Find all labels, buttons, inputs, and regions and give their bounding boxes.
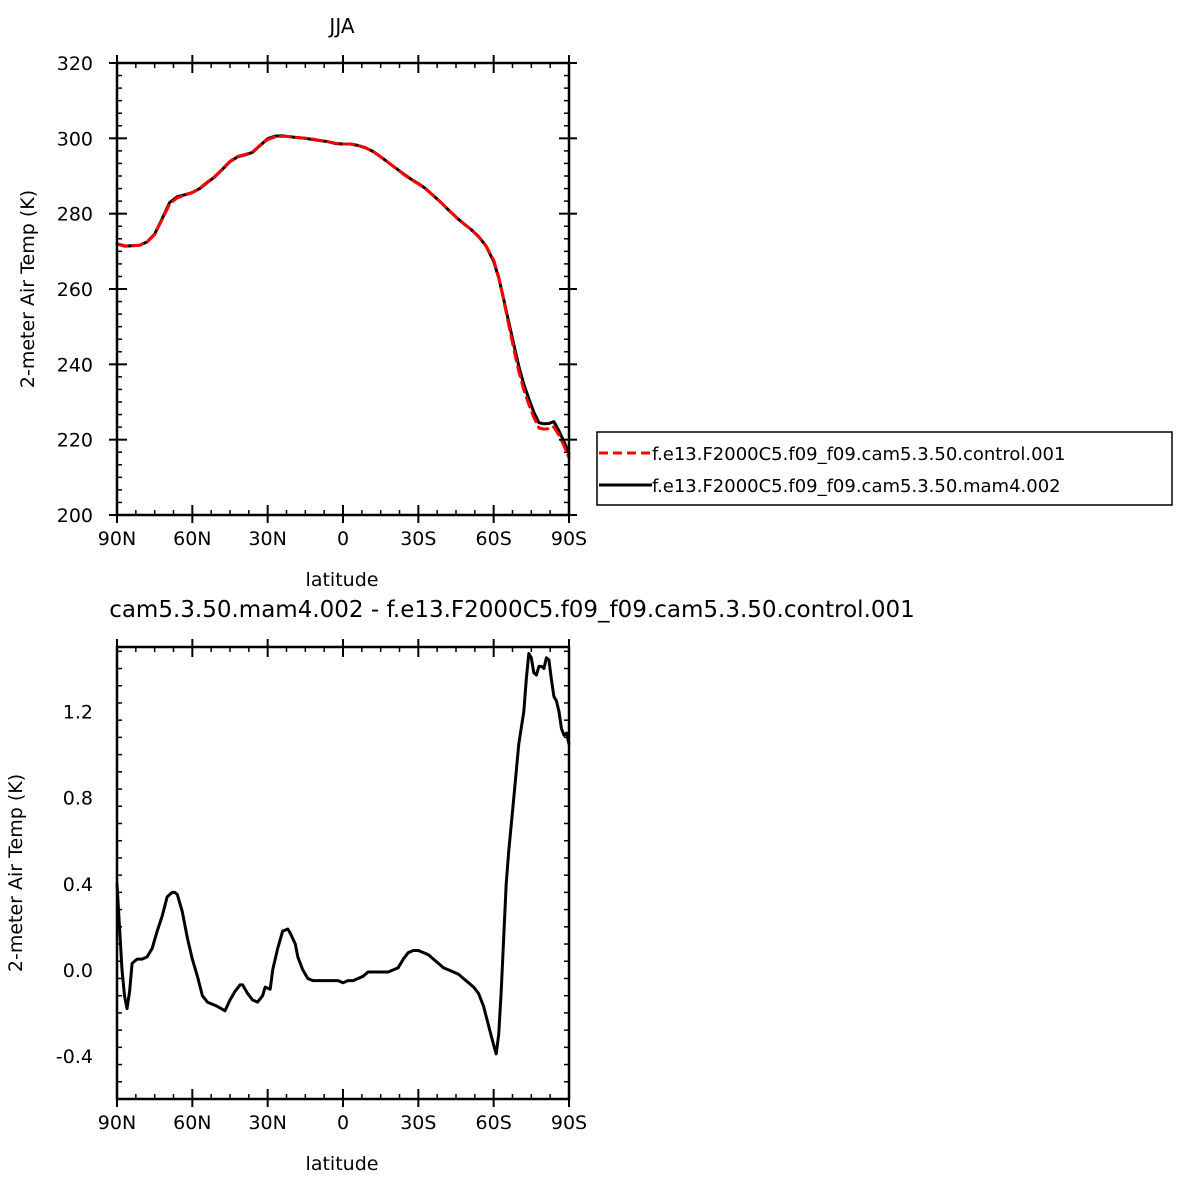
bottom-x-axis: 90N 60N 30N 0 30S 60S 90S (98, 639, 587, 1134)
top-y-tick-label: 260 (57, 279, 93, 301)
bottom-x-tick-label: 30S (400, 1112, 436, 1134)
top-y-axis: 200 220 240 260 280 300 320 (57, 53, 577, 527)
bottom-series-line-0 (115, 652, 571, 1056)
bottom-y-tick-label: 0.0 (63, 960, 93, 982)
top-x-tick-label: 60N (173, 528, 211, 550)
bottom-x-tick-label: 90N (98, 1112, 136, 1134)
bottom-chart-title: cam5.3.50.mam4.002 - f.e13.F2000C5.f09_f… (109, 597, 915, 623)
bottom-panel: cam5.3.50.mam4.002 - f.e13.F2000C5.f09_f… (5, 597, 915, 1175)
top-x-axis-title: latitude (306, 569, 379, 591)
bottom-x-axis-title: latitude (306, 1153, 379, 1175)
bottom-x-tick-label: 60S (476, 1112, 512, 1134)
bottom-y-axis: -0.4 0.0 0.4 0.8 1.2 (56, 650, 569, 1100)
top-plot-area (115, 134, 571, 460)
bottom-plot-frame (115, 645, 571, 1101)
top-x-tick-label: 0 (337, 528, 349, 550)
legend: f.e13.F2000C5.f09_f09.cam5.3.50.control.… (596, 431, 1173, 506)
legend-label-mam4: f.e13.F2000C5.f09_f09.cam5.3.50.mam4.002 (652, 476, 1061, 497)
bottom-y-axis-title: 2-meter Air Temp (K) (5, 774, 27, 972)
bottom-x-tick-label: 60N (173, 1112, 211, 1134)
bottom-y-tick-label: 0.4 (63, 874, 93, 896)
bottom-x-tick-label: 30N (248, 1112, 286, 1134)
bottom-x-tick-label: 0 (337, 1112, 349, 1134)
top-chart-title: JJA (327, 14, 354, 38)
top-x-axis: 90N 60N 30N 0 30S 60S 90S (98, 55, 587, 550)
bottom-y-tick-label: 1.2 (63, 702, 93, 724)
bottom-y-tick-label: -0.4 (56, 1046, 93, 1068)
bottom-x-tick-label: 90S (551, 1112, 587, 1134)
legend-box (596, 431, 1173, 506)
top-x-tick-label: 90N (98, 528, 136, 550)
top-y-tick-label: 280 (57, 204, 93, 226)
bottom-plot-area (115, 652, 571, 1056)
top-y-tick-label: 240 (57, 354, 93, 376)
top-x-tick-label: 30S (400, 528, 436, 550)
legend-label-control: f.e13.F2000C5.f09_f09.cam5.3.50.control.… (652, 444, 1065, 465)
top-y-tick-label: 200 (57, 505, 93, 527)
top-y-tick-label: 220 (57, 430, 93, 452)
top-x-tick-label: 90S (551, 528, 587, 550)
top-x-tick-label: 60S (476, 528, 512, 550)
top-y-axis-title: 2-meter Air Temp (K) (17, 190, 39, 388)
top-x-tick-label: 30N (248, 528, 286, 550)
bottom-y-tick-label: 0.8 (63, 788, 93, 810)
top-y-tick-label: 320 (57, 53, 93, 75)
top-y-tick-label: 300 (57, 128, 93, 150)
top-series-line-0 (115, 134, 571, 460)
top-panel: JJA 90N 60N 30N 0 30S 60S 90S 200 220 240 260 280 3… (17, 14, 1173, 591)
